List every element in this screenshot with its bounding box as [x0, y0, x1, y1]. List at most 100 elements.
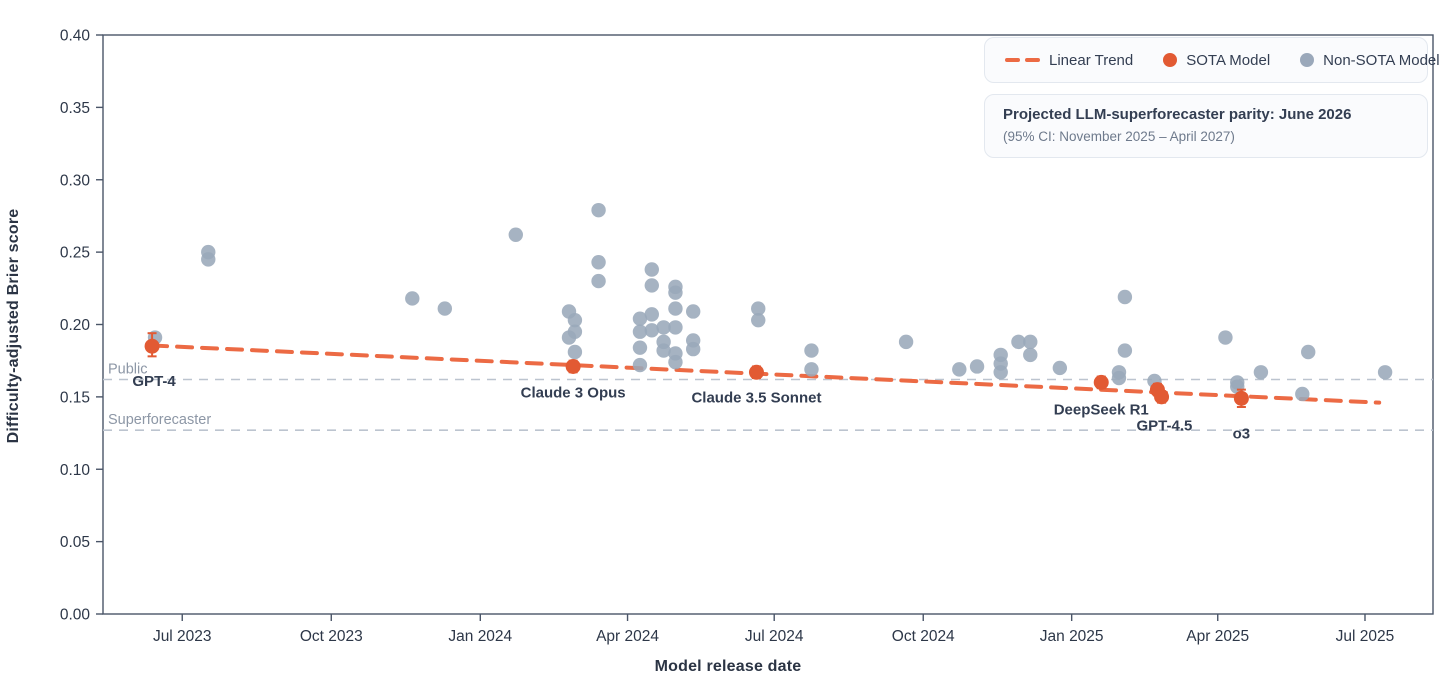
- sota-point-label: GPT-4.5: [1136, 418, 1192, 435]
- non-sota-point: [591, 255, 606, 270]
- legend-label: SOTA Model: [1186, 51, 1271, 69]
- y-tick-label: 0.30: [60, 172, 91, 189]
- sota-point: [1233, 390, 1249, 406]
- sota-point: [565, 358, 581, 374]
- non-sota-point: [644, 323, 659, 338]
- non-sota-point: [952, 362, 967, 377]
- non-sota-point: [567, 312, 583, 328]
- non-sota-point: [898, 334, 914, 350]
- legend-item-non-sota: Non-SOTA Model: [1300, 51, 1440, 69]
- non-sota-point: [1111, 370, 1127, 386]
- non-sota-point: [644, 307, 659, 322]
- non-sota-point: [1295, 386, 1310, 402]
- y-tick-label: 0.35: [60, 100, 90, 117]
- x-tick-label: Jan 2024: [448, 628, 512, 645]
- non-sota-point: [632, 311, 648, 326]
- y-tick-label: 0.05: [60, 534, 90, 551]
- baseline-public: Public: [103, 362, 1433, 381]
- non-sota-point: [751, 301, 766, 316]
- x-tick-label: Apr 2025: [1186, 628, 1249, 645]
- non-sota-point: [644, 262, 659, 277]
- x-tick-label: Oct 2023: [300, 628, 363, 645]
- x-tick-label: Oct 2024: [892, 628, 955, 645]
- y-tick-label: 0.00: [60, 607, 91, 624]
- non-sota-point: [668, 320, 683, 335]
- trend-line: [150, 343, 1382, 405]
- y-tick-label: 0.20: [60, 317, 91, 334]
- non-sota-point: [804, 362, 819, 377]
- non-sota-point: [1023, 334, 1038, 350]
- non-sota-point: [969, 359, 985, 374]
- sota-point-label: Claude 3.5 Sonnet: [691, 389, 821, 406]
- non-sota-point: [668, 354, 683, 370]
- x-tick-label: Jul 2024: [745, 628, 804, 645]
- sota-point: [1093, 374, 1109, 390]
- baseline-label: Public: [108, 362, 148, 378]
- parity-projection-callout: Projected LLM-superforecaster parity: Ju…: [984, 94, 1428, 158]
- non-sota-point: [751, 312, 766, 328]
- sota-point-label: DeepSeek R1: [1054, 401, 1149, 418]
- non-sota-point: [644, 278, 659, 293]
- non-sota-point: [632, 340, 648, 355]
- sota-point-label: o3: [1233, 425, 1251, 442]
- x-axis-title: Model release date: [654, 658, 802, 675]
- legend-label: Non-SOTA Model: [1323, 51, 1440, 69]
- non-sota-point: [1301, 344, 1316, 360]
- parity-projection-title: Projected LLM-superforecaster parity: Ju…: [1003, 106, 1352, 123]
- sota-point: [1154, 389, 1170, 405]
- non-sota-point: [591, 273, 606, 289]
- non-sota-point: [668, 301, 683, 316]
- non-sota-points: [147, 202, 1393, 402]
- x-tick-label: Jan 2025: [1040, 628, 1104, 645]
- legend-label: Linear Trend: [1049, 51, 1134, 69]
- non-sota-point: [1023, 347, 1038, 363]
- non-sota-point: [591, 202, 606, 218]
- legend-item-linear-trend: Linear Trend: [1005, 52, 1133, 69]
- non-sota-point: [804, 343, 819, 358]
- non-sota-point: [437, 301, 453, 316]
- y-tick-label: 0.15: [60, 389, 90, 406]
- non-sota-point: [668, 285, 683, 300]
- non-sota-point: [1117, 289, 1133, 305]
- y-tick-label: 0.25: [60, 245, 90, 262]
- non-sota-point: [1117, 343, 1133, 358]
- sota-point-label: Claude 3 Opus: [521, 384, 626, 401]
- non-sota-point: [1218, 330, 1233, 345]
- non-sota-dot-icon: [1300, 53, 1315, 67]
- non-sota-point: [508, 227, 523, 242]
- non-sota-point: [1011, 334, 1026, 350]
- sota-points: GPT-4 Claude 3 Opus Claude 3.5 Sonnet DeepS…: [132, 332, 1251, 442]
- non-sota-point: [1052, 360, 1068, 376]
- baseline-label: Superforecaster: [108, 412, 211, 428]
- non-sota-point: [685, 304, 701, 319]
- sota-point: [144, 338, 160, 354]
- y-axis-title: Difficulty-adjusted Brier score: [5, 208, 22, 444]
- non-sota-point: [567, 344, 583, 360]
- legend: Linear Trend SOTA Model Non-SOTA Model: [984, 37, 1440, 83]
- non-sota-point: [656, 320, 671, 335]
- sota-point: [748, 364, 764, 380]
- non-sota-point: [201, 252, 216, 267]
- non-sota-point: [632, 324, 648, 339]
- non-sota-point: [405, 291, 420, 306]
- non-sota-point: [1377, 365, 1393, 380]
- x-tick-label: Jul 2025: [1336, 628, 1395, 645]
- non-sota-point: [1253, 365, 1269, 380]
- y-tick-label: 0.10: [60, 462, 91, 479]
- y-axis-ticks: 0.00 0.05 0.10 0.15 0.20 0.25 0.30 0.35 0.40: [60, 28, 103, 624]
- x-tick-label: Apr 2024: [596, 628, 659, 645]
- legend-item-sota: SOTA Model: [1163, 52, 1270, 69]
- sota-dot-icon: [1163, 53, 1178, 67]
- x-tick-label: Jul 2023: [153, 628, 212, 645]
- trend-dash-icon: [1005, 57, 1040, 63]
- non-sota-point: [685, 341, 701, 357]
- non-sota-point: [561, 330, 577, 345]
- non-sota-point: [632, 357, 648, 373]
- y-tick-label: 0.40: [60, 28, 91, 45]
- non-sota-point: [993, 365, 1008, 380]
- sota-point-label: GPT-4: [132, 373, 176, 390]
- x-axis-ticks: Jul 2023 Oct 2023 Jan 2024 Apr 2024 Jul 2024…: [153, 614, 1394, 645]
- non-sota-point: [656, 343, 671, 358]
- baseline-superforecaster: Superforecaster: [103, 412, 1433, 431]
